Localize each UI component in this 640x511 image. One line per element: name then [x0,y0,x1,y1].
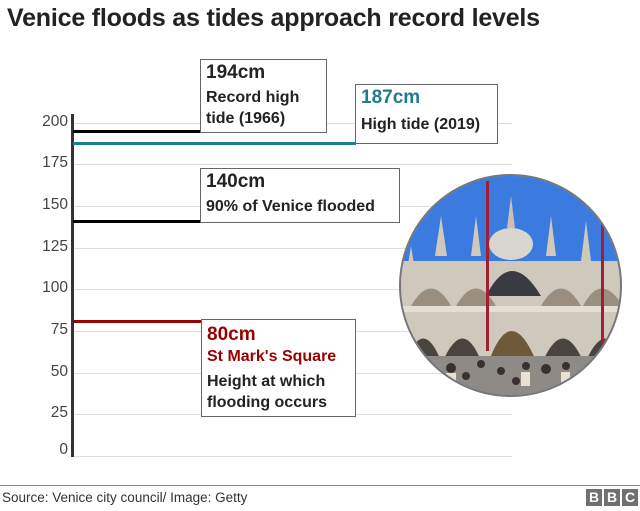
y-tick: 75 [50,321,68,338]
st-marks-basilica-photo [399,174,622,397]
annotation-90pct-flooded: 140cm 90% of Venice flooded [200,168,400,223]
annotation-value: 140cm [206,171,266,192]
footer-divider [0,485,640,486]
bbc-logo: B B C [586,489,638,506]
y-tick: 200 [42,113,68,130]
annotation-label: High tide (2019) [361,116,481,133]
annotation-record-1966: 194cm Record high tide (1966) [200,59,327,133]
basilica-image [401,176,620,395]
bbc-logo-letter: C [622,489,638,506]
bbc-logo-letter: B [604,489,620,506]
line-187 [73,142,356,145]
line-80 [73,320,201,323]
bbc-logo-letter: B [586,489,602,506]
gridline-100 [73,289,512,290]
line-194 [73,130,201,133]
y-tick: 125 [42,238,68,255]
source-credit: Source: Venice city council/ Image: Gett… [2,490,248,505]
annotation-value: 194cm [206,62,266,83]
gridline-175 [73,164,512,165]
y-tick: 175 [42,154,68,171]
annotation-label: 90% of Venice flooded [206,198,375,215]
annotation-label: Record high [206,89,300,106]
y-tick: 50 [50,363,68,380]
line-140 [73,220,201,223]
gridline-125 [73,248,512,249]
y-tick: 25 [50,404,68,421]
annotation-label: Height at which [207,373,326,390]
annotation-label: tide (1966) [206,110,286,127]
y-tick: 0 [59,441,68,458]
annotation-value: 80cm [207,324,256,345]
annotation-st-marks-square: 80cm St Mark's Square Height at which fl… [201,319,356,417]
annotation-label: flooding occurs [207,394,327,411]
y-tick: 150 [42,196,68,213]
annotation-high-tide-2019: 187cm High tide (2019) [355,84,498,144]
chart-title: Venice floods as tides approach record l… [7,4,540,32]
y-tick: 100 [42,279,68,296]
annotation-place: St Mark's Square [207,348,337,365]
y-axis [71,114,74,457]
gridline-0 [73,456,512,457]
annotation-value: 187cm [361,87,421,108]
